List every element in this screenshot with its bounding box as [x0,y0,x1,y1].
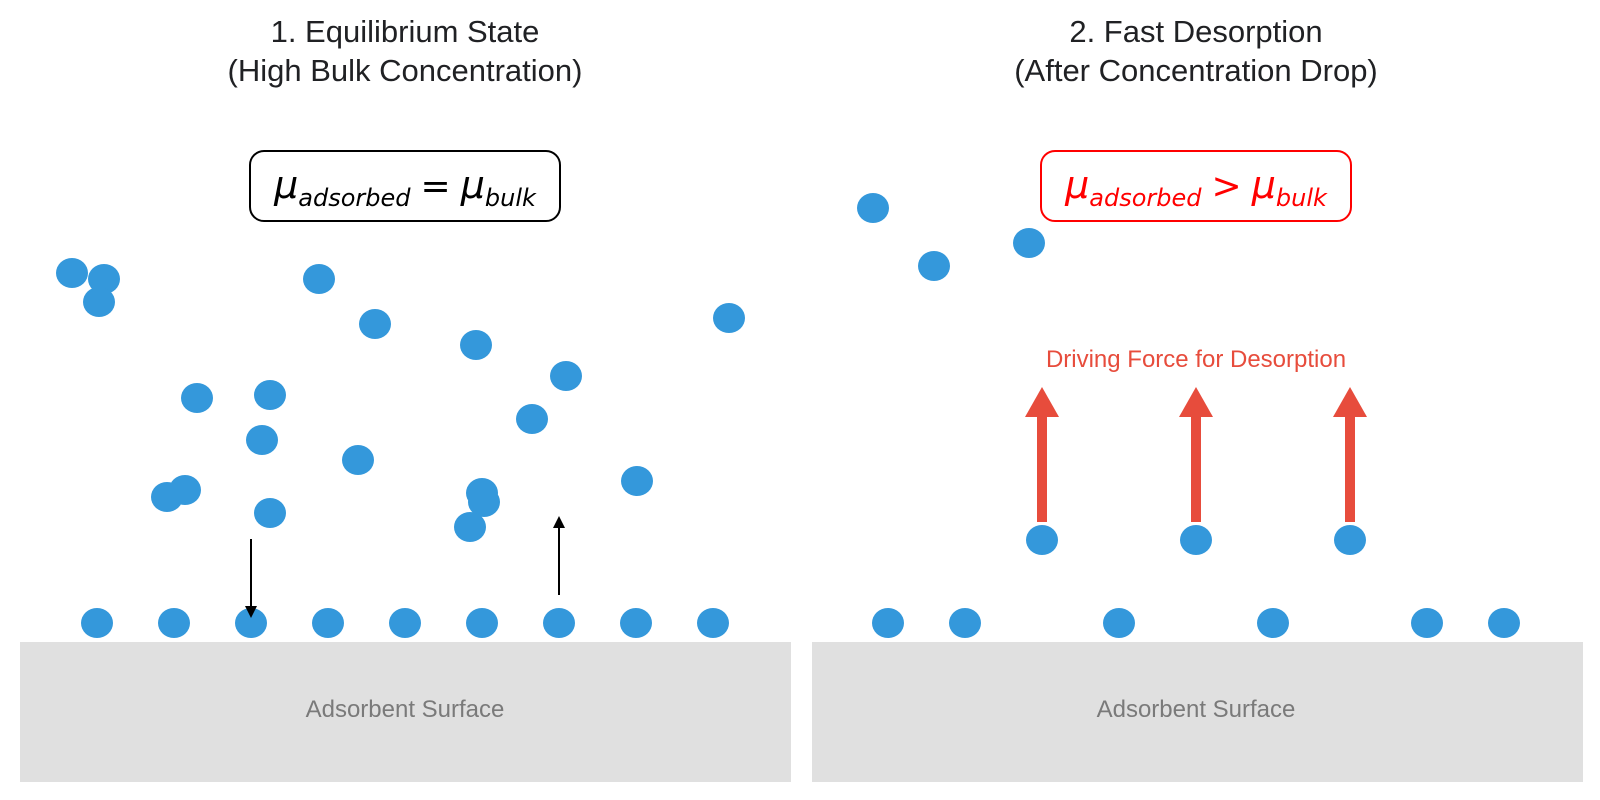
adsorbed-molecule [543,608,575,638]
bulk-molecule [83,287,115,317]
adsorbed-molecule [697,608,729,638]
adsorbed-molecule [466,608,498,638]
subscript-bulk: bulk [1276,184,1328,212]
bulk-molecule [88,264,120,294]
bulk-molecule [460,330,492,360]
bulk-molecule [713,303,745,333]
panel-2-title-line2: (After Concentration Drop) [1014,53,1378,88]
adsorbed-molecule [872,608,904,638]
adsorbent-surface [20,642,791,782]
adsorbed-molecule [1488,608,1520,638]
bulk-molecule [621,466,653,496]
bulk-molecule [918,251,950,281]
subscript-bulk: bulk [485,184,537,212]
bulk-molecule [454,512,486,542]
adsorbed-molecule [158,608,190,638]
desorbing-molecule [1180,525,1212,555]
equals-operator: = [421,166,451,207]
bulk-molecule [254,380,286,410]
adsorbed-molecule [389,608,421,638]
desorption-equation-box: μadsorbed > μbulk [1040,150,1352,222]
molecule-group [56,258,745,638]
bulk-molecule [56,258,88,288]
bulk-molecule [1013,228,1045,258]
adsorbed-molecule [81,608,113,638]
bulk-molecule [359,309,391,339]
bulk-molecule [550,361,582,391]
force-arrow-shaft [1191,414,1201,522]
adsorbed-molecule [1103,608,1135,638]
bulk-molecule [181,383,213,413]
panel-1-title-line1: 1. Equilibrium State [271,14,540,49]
force-arrow-head [1179,387,1213,417]
greater-than-operator: > [1212,166,1242,207]
mu-symbol: μ [1251,163,1276,207]
panel-fast-desorption: 2. Fast Desorption (After Concentration … [812,14,1583,782]
driving-force-arrows [1025,387,1367,522]
adsorbed-molecule [949,608,981,638]
panel-2-title-line1: 2. Fast Desorption [1069,14,1322,49]
mu-symbol: μ [460,163,485,207]
desorbing-molecule [1334,525,1366,555]
surface-label: Adsorbent Surface [306,696,505,723]
mu-symbol: μ [273,163,298,207]
bulk-molecule [857,193,889,223]
surface-label: Adsorbent Surface [1097,696,1296,723]
mu-symbol: μ [1064,163,1089,207]
svg-text:μadsorbed=μbulk: μadsorbed = μbulk [273,163,537,212]
molecule-group [857,193,1520,638]
bulk-molecule [169,475,201,505]
force-arrow-head [1025,387,1059,417]
svg-text:μadsorbed>μbulk: μadsorbed > μbulk [1064,163,1328,212]
adsorbed-molecule [1257,608,1289,638]
bulk-molecule [516,404,548,434]
force-arrow-shaft [1345,414,1355,522]
adsorbed-molecule [235,608,267,638]
panel-1-title-line2: (High Bulk Concentration) [228,53,583,88]
subscript-adsorbed: adsorbed [1089,184,1202,212]
bulk-molecule [254,498,286,528]
bulk-molecule [246,425,278,455]
adsorbed-molecule [312,608,344,638]
bulk-molecule [303,264,335,294]
adsorbent-surface [812,642,1583,782]
desorbing-molecule [1026,525,1058,555]
bulk-molecule [468,487,500,517]
adsorbed-molecule [620,608,652,638]
equilibrium-equation-box: μadsorbed = μbulk [249,150,561,222]
force-arrow-head [1333,387,1367,417]
panel-equilibrium: 1. Equilibrium State (High Bulk Concentr… [20,14,791,782]
force-arrow-shaft [1037,414,1047,522]
subscript-adsorbed: adsorbed [298,184,411,212]
adsorbed-molecule [1411,608,1443,638]
bulk-molecule [342,445,374,475]
driving-force-label: Driving Force for Desorption [1046,346,1346,373]
